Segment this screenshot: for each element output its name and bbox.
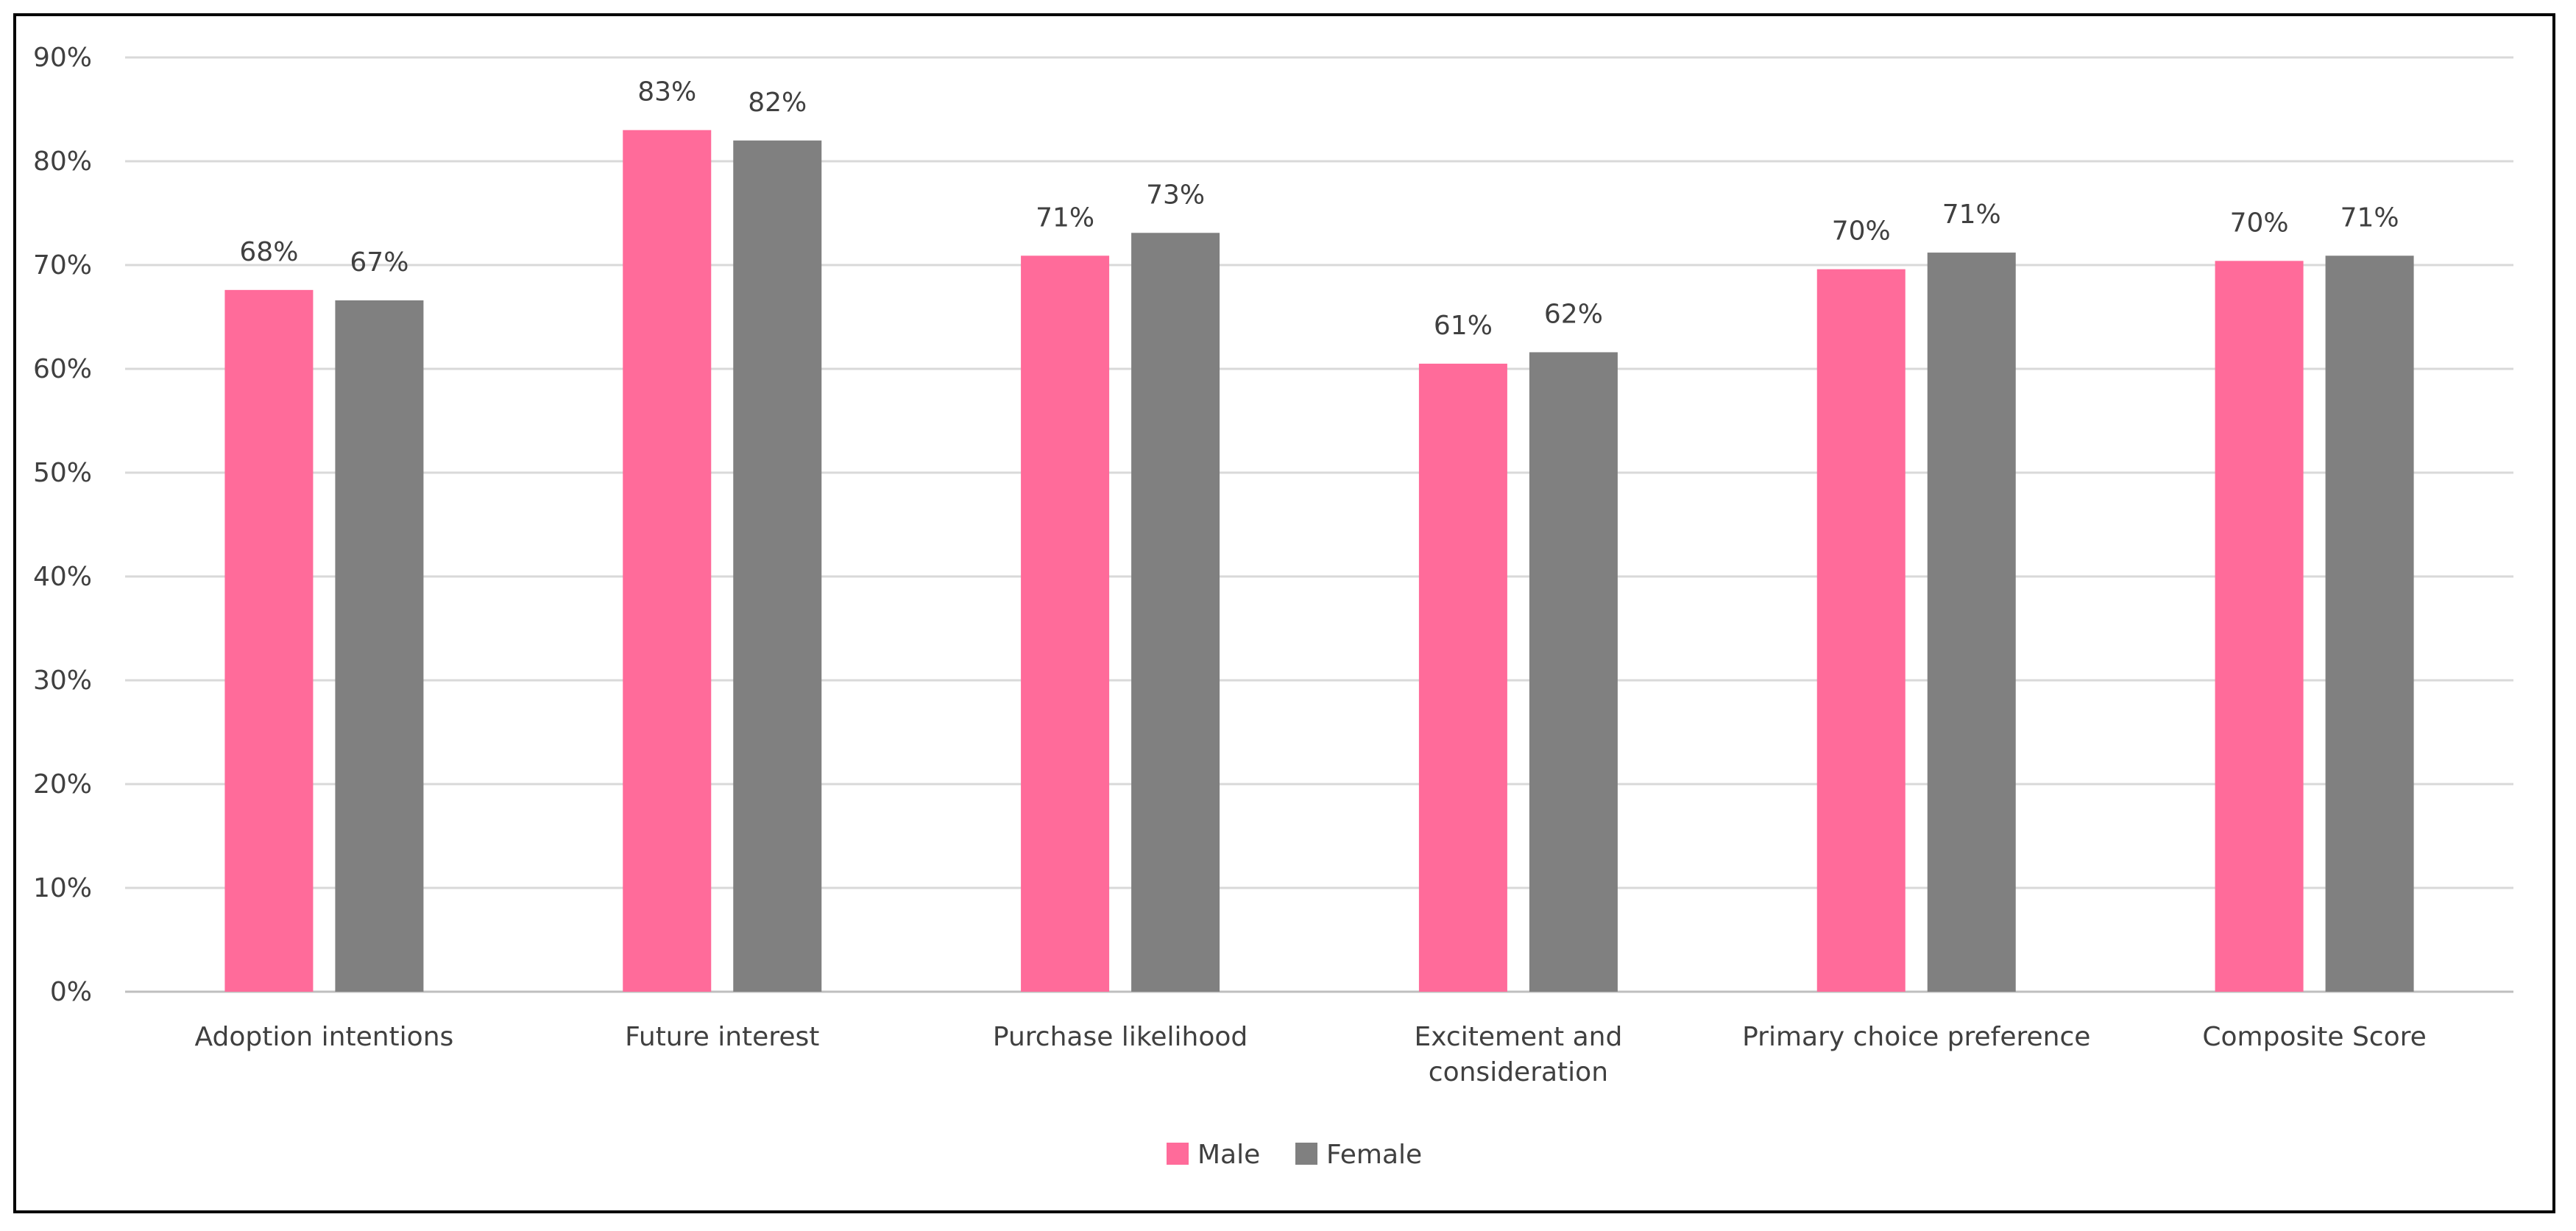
- data-label: 83%: [637, 77, 696, 107]
- legend: Male Female: [1167, 1140, 1422, 1170]
- bar-female: [1927, 253, 2016, 992]
- data-label: 61%: [1434, 311, 1493, 341]
- data-label: 71%: [1036, 202, 1094, 233]
- x-axis-categories: Adoption intentions Future interest Purcha…: [195, 1022, 2427, 1087]
- legend-label-female: Female: [1326, 1140, 1422, 1170]
- y-tick-label: 50%: [33, 458, 92, 488]
- data-label: 62%: [1544, 299, 1603, 329]
- y-tick-label: 10%: [33, 873, 92, 903]
- y-tick-label: 70%: [33, 250, 92, 281]
- data-label: 70%: [1832, 216, 1891, 247]
- data-label: 70%: [2230, 208, 2289, 238]
- y-axis-ticks: 0% 10% 20% 30% 40% 50% 60% 70% 80% 90%: [33, 43, 92, 1007]
- y-tick-label: 30%: [33, 666, 92, 696]
- y-tick-label: 0%: [50, 977, 92, 1007]
- bar-male: [1021, 255, 1110, 992]
- data-label: 67%: [350, 247, 408, 278]
- category-label: Future interest: [625, 1022, 819, 1052]
- data-labels: 68% 67% 83% 82% 71% 73% 61% 62% 70% 71% 70% 71%: [239, 77, 2399, 341]
- bar-female: [733, 140, 822, 992]
- category-label: Excitement and consideration: [1415, 1022, 1623, 1087]
- legend-swatch-male: [1167, 1143, 1189, 1165]
- bar-male: [2215, 261, 2304, 992]
- y-tick-label: 90%: [33, 43, 92, 73]
- bars: [224, 130, 2414, 992]
- category-label: Composite Score: [2202, 1022, 2426, 1052]
- chart-frame: [13, 13, 2555, 1213]
- legend-swatch-female: [1295, 1143, 1317, 1165]
- bar-female: [2325, 255, 2414, 992]
- data-label: 82%: [748, 88, 807, 118]
- bar-female: [335, 300, 424, 992]
- bar-male: [623, 130, 712, 992]
- category-label: Adoption intentions: [195, 1022, 454, 1052]
- category-label: Purchase likelihood: [993, 1022, 1248, 1052]
- y-tick-label: 80%: [33, 147, 92, 177]
- bar-female: [1131, 233, 1220, 992]
- data-label: 73%: [1146, 180, 1205, 210]
- y-tick-label: 40%: [33, 562, 92, 592]
- bar-male: [1816, 269, 1906, 992]
- bar-male: [224, 289, 314, 992]
- bar-female: [1529, 352, 1618, 992]
- category-label: Primary choice preference: [1742, 1022, 2090, 1052]
- y-tick-label: 60%: [33, 354, 92, 384]
- data-label: 71%: [2340, 202, 2399, 233]
- data-label: 68%: [239, 237, 298, 267]
- gridlines: [125, 56, 2513, 993]
- data-label: 71%: [1942, 200, 2001, 230]
- y-tick-label: 20%: [33, 769, 92, 800]
- legend-label-male: Male: [1197, 1140, 1260, 1170]
- bar-male: [1418, 363, 1507, 992]
